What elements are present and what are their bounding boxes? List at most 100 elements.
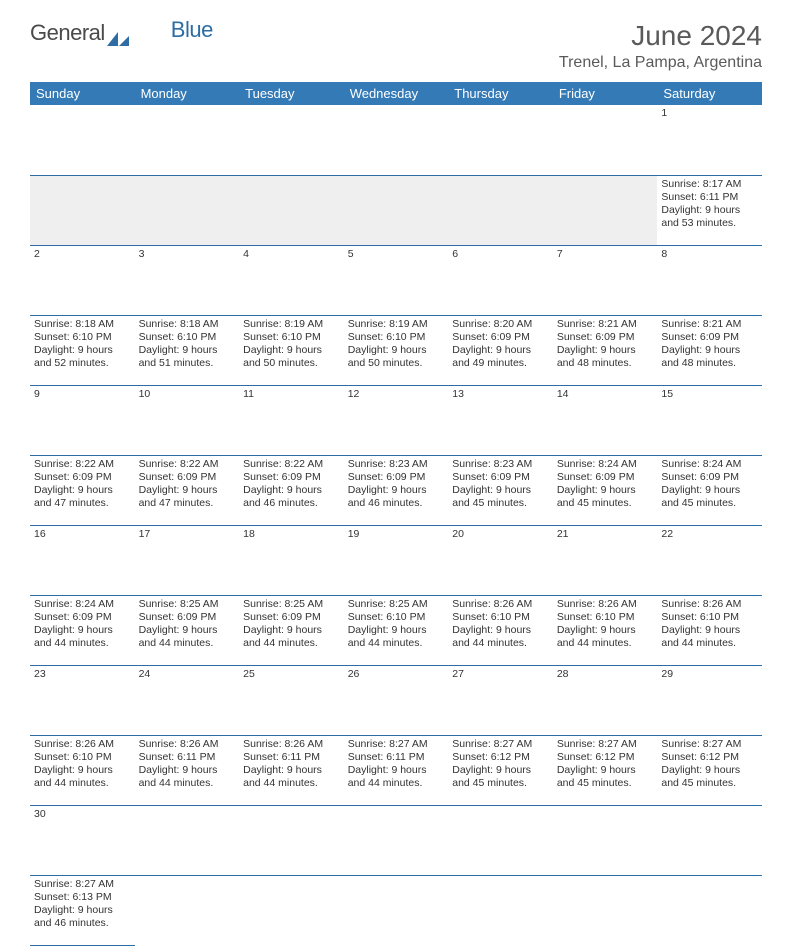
day-number: 10 [135, 385, 240, 455]
day-cell: Sunrise: 8:18 AMSunset: 6:10 PMDaylight:… [30, 315, 135, 385]
day-cell: Sunrise: 8:22 AMSunset: 6:09 PMDaylight:… [239, 455, 344, 525]
day-cell [30, 175, 135, 245]
header: General Blue June 2024 Trenel, La Pampa,… [30, 20, 762, 72]
day-cell: Sunrise: 8:25 AMSunset: 6:09 PMDaylight:… [135, 595, 240, 665]
day-cell: Sunrise: 8:25 AMSunset: 6:10 PMDaylight:… [344, 595, 449, 665]
day-cell: Sunrise: 8:27 AMSunset: 6:12 PMDaylight:… [448, 735, 553, 805]
day-header: Saturday [657, 82, 762, 105]
day-number [239, 105, 344, 175]
day-cell [448, 875, 553, 945]
day-cell [657, 875, 762, 945]
day-number: 1 [657, 105, 762, 175]
detail-row: Sunrise: 8:27 AMSunset: 6:13 PMDaylight:… [30, 875, 762, 945]
day-number: 24 [135, 665, 240, 735]
day-header: Tuesday [239, 82, 344, 105]
logo-text-general: General [30, 20, 105, 46]
day-number: 7 [553, 245, 658, 315]
day-number [553, 805, 658, 875]
day-cell: Sunrise: 8:23 AMSunset: 6:09 PMDaylight:… [448, 455, 553, 525]
day-number: 16 [30, 525, 135, 595]
day-cell: Sunrise: 8:26 AMSunset: 6:11 PMDaylight:… [135, 735, 240, 805]
detail-row: Sunrise: 8:26 AMSunset: 6:10 PMDaylight:… [30, 735, 762, 805]
day-cell: Sunrise: 8:17 AMSunset: 6:11 PMDaylight:… [657, 175, 762, 245]
day-number [344, 805, 449, 875]
day-cell: Sunrise: 8:27 AMSunset: 6:13 PMDaylight:… [30, 875, 135, 945]
day-cell [239, 875, 344, 945]
day-cell: Sunrise: 8:26 AMSunset: 6:10 PMDaylight:… [30, 735, 135, 805]
day-header: Friday [553, 82, 658, 105]
logo: General Blue [30, 20, 213, 46]
day-number: 19 [344, 525, 449, 595]
day-number: 3 [135, 245, 240, 315]
calendar-table: SundayMondayTuesdayWednesdayThursdayFrid… [30, 82, 762, 946]
detail-row: Sunrise: 8:22 AMSunset: 6:09 PMDaylight:… [30, 455, 762, 525]
day-number [135, 805, 240, 875]
daynum-row: 9101112131415 [30, 385, 762, 455]
month-title: June 2024 [559, 20, 762, 52]
day-cell: Sunrise: 8:18 AMSunset: 6:10 PMDaylight:… [135, 315, 240, 385]
day-cell [344, 175, 449, 245]
logo-text-blue: Blue [171, 17, 213, 43]
day-number: 26 [344, 665, 449, 735]
day-number: 8 [657, 245, 762, 315]
day-number: 2 [30, 245, 135, 315]
day-cell: Sunrise: 8:24 AMSunset: 6:09 PMDaylight:… [30, 595, 135, 665]
day-number: 22 [657, 525, 762, 595]
day-cell [553, 875, 658, 945]
day-number: 15 [657, 385, 762, 455]
day-cell [448, 175, 553, 245]
day-number: 25 [239, 665, 344, 735]
day-cell: Sunrise: 8:25 AMSunset: 6:09 PMDaylight:… [239, 595, 344, 665]
day-cell: Sunrise: 8:21 AMSunset: 6:09 PMDaylight:… [553, 315, 658, 385]
day-number: 4 [239, 245, 344, 315]
day-number: 14 [553, 385, 658, 455]
day-cell: Sunrise: 8:26 AMSunset: 6:10 PMDaylight:… [553, 595, 658, 665]
day-header-row: SundayMondayTuesdayWednesdayThursdayFrid… [30, 82, 762, 105]
day-cell: Sunrise: 8:20 AMSunset: 6:09 PMDaylight:… [448, 315, 553, 385]
day-cell: Sunrise: 8:19 AMSunset: 6:10 PMDaylight:… [239, 315, 344, 385]
day-cell: Sunrise: 8:19 AMSunset: 6:10 PMDaylight:… [344, 315, 449, 385]
detail-row: Sunrise: 8:17 AMSunset: 6:11 PMDaylight:… [30, 175, 762, 245]
daynum-row: 16171819202122 [30, 525, 762, 595]
day-number: 9 [30, 385, 135, 455]
day-cell [239, 175, 344, 245]
day-cell: Sunrise: 8:24 AMSunset: 6:09 PMDaylight:… [553, 455, 658, 525]
day-number [344, 105, 449, 175]
day-header: Thursday [448, 82, 553, 105]
day-number [657, 805, 762, 875]
day-cell: Sunrise: 8:22 AMSunset: 6:09 PMDaylight:… [135, 455, 240, 525]
day-cell: Sunrise: 8:21 AMSunset: 6:09 PMDaylight:… [657, 315, 762, 385]
day-number [448, 805, 553, 875]
day-cell [344, 875, 449, 945]
day-cell: Sunrise: 8:27 AMSunset: 6:12 PMDaylight:… [553, 735, 658, 805]
day-cell: Sunrise: 8:24 AMSunset: 6:09 PMDaylight:… [657, 455, 762, 525]
day-number [135, 105, 240, 175]
day-header: Wednesday [344, 82, 449, 105]
day-cell: Sunrise: 8:27 AMSunset: 6:11 PMDaylight:… [344, 735, 449, 805]
daynum-row: 1 [30, 105, 762, 175]
day-number: 23 [30, 665, 135, 735]
day-number: 28 [553, 665, 658, 735]
location: Trenel, La Pampa, Argentina [559, 54, 762, 72]
day-cell: Sunrise: 8:26 AMSunset: 6:10 PMDaylight:… [448, 595, 553, 665]
detail-row: Sunrise: 8:18 AMSunset: 6:10 PMDaylight:… [30, 315, 762, 385]
detail-row: Sunrise: 8:24 AMSunset: 6:09 PMDaylight:… [30, 595, 762, 665]
day-cell [135, 875, 240, 945]
daynum-row: 23242526272829 [30, 665, 762, 735]
day-number: 12 [344, 385, 449, 455]
daynum-row: 2345678 [30, 245, 762, 315]
day-number: 17 [135, 525, 240, 595]
day-cell [553, 175, 658, 245]
day-number: 5 [344, 245, 449, 315]
day-number: 21 [553, 525, 658, 595]
day-header: Monday [135, 82, 240, 105]
day-number [553, 105, 658, 175]
day-number: 6 [448, 245, 553, 315]
day-cell: Sunrise: 8:26 AMSunset: 6:11 PMDaylight:… [239, 735, 344, 805]
day-cell: Sunrise: 8:27 AMSunset: 6:12 PMDaylight:… [657, 735, 762, 805]
logo-sail-icon [107, 26, 129, 40]
day-number: 18 [239, 525, 344, 595]
day-number: 30 [30, 805, 135, 875]
day-cell: Sunrise: 8:23 AMSunset: 6:09 PMDaylight:… [344, 455, 449, 525]
daynum-row: 30 [30, 805, 762, 875]
